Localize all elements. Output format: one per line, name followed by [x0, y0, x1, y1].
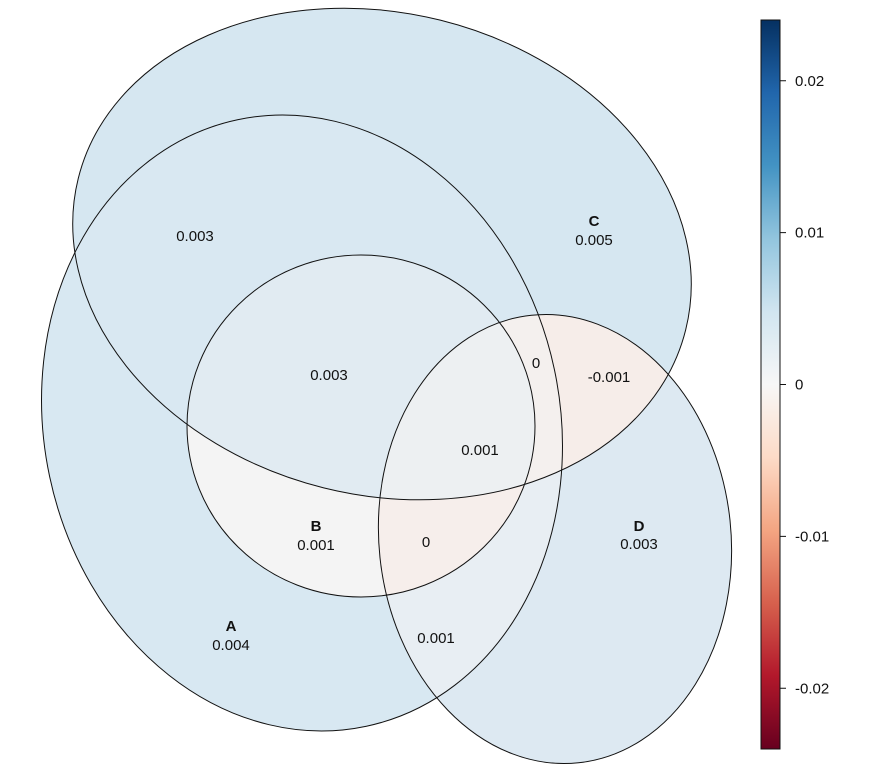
region-value-b: 0.001: [297, 537, 335, 554]
colorbar-tick-label: -0.02: [795, 680, 829, 697]
colorbar-tick-label: -0.01: [795, 528, 829, 545]
region-value-c: 0.005: [575, 232, 613, 249]
region-value-acd: 0: [532, 355, 540, 372]
colorbar-tick-label: 0.01: [795, 225, 824, 242]
region-value-d: 0.003: [620, 536, 658, 553]
colorbar-tick-label: 0: [795, 377, 803, 394]
region-value-abc: 0.003: [310, 367, 348, 384]
colorbar-ticks: 0.02 0.01 0 -0.01 -0.02: [780, 73, 829, 697]
set-label-b: B: [311, 518, 322, 535]
set-label-a: A: [226, 618, 237, 635]
region-fill-abcd: [378, 314, 535, 564]
set-outline-b: [186, 254, 536, 598]
colorbar: 0.02 0.01 0 -0.01 -0.02: [760, 19, 829, 750]
region-value-ad: 0.001: [417, 630, 455, 647]
region-fills: [41, 8, 732, 764]
set-outline-c: [72, 7, 692, 501]
region-value-abcd: 0.001: [461, 442, 499, 459]
set-label-d: D: [634, 518, 645, 535]
set-outline-d: [377, 313, 733, 765]
set-outlines: [41, 7, 733, 765]
region-value-cd: -0.001: [588, 369, 631, 386]
region-value-abd: 0: [422, 534, 430, 551]
colorbar-tick-label: 0.02: [795, 73, 824, 90]
set-label-c: C: [589, 213, 600, 230]
region-value-a: 0.004: [212, 637, 250, 654]
set-outline-a: [41, 114, 563, 732]
region-value-ac: 0.003: [176, 228, 214, 245]
colorbar-gradient: [760, 19, 781, 750]
